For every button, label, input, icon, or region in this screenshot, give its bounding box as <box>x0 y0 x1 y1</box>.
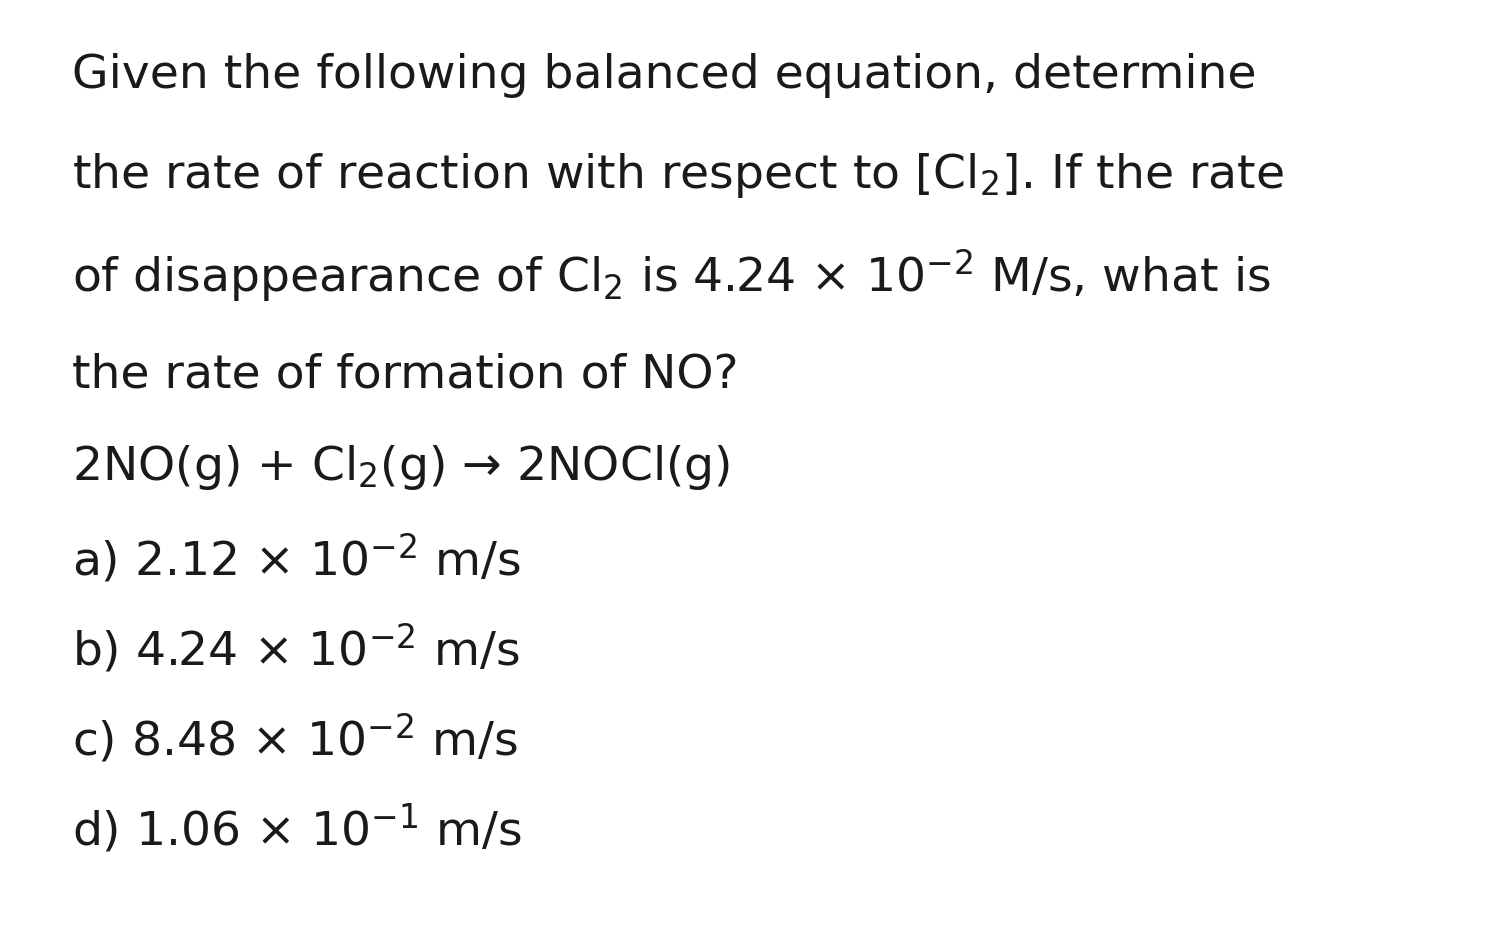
Text: d) 1.06 × 10$^{-1}$ m/s: d) 1.06 × 10$^{-1}$ m/s <box>72 802 522 855</box>
Text: the rate of reaction with respect to [Cl$_2$]. If the rate: the rate of reaction with respect to [Cl… <box>72 150 1284 200</box>
Text: b) 4.24 × 10$^{-2}$ m/s: b) 4.24 × 10$^{-2}$ m/s <box>72 622 519 675</box>
Text: 2NO(g) + Cl$_2$(g) → 2NOCl(g): 2NO(g) + Cl$_2$(g) → 2NOCl(g) <box>72 444 730 492</box>
Text: Given the following balanced equation, determine: Given the following balanced equation, d… <box>72 52 1257 97</box>
Text: the rate of formation of NO?: the rate of formation of NO? <box>72 352 738 398</box>
Text: of disappearance of Cl$_2$ is 4.24 × 10$^{-2}$ M/s, what is: of disappearance of Cl$_2$ is 4.24 × 10$… <box>72 247 1270 304</box>
Text: a) 2.12 × 10$^{-2}$ m/s: a) 2.12 × 10$^{-2}$ m/s <box>72 531 520 585</box>
Text: c) 8.48 × 10$^{-2}$ m/s: c) 8.48 × 10$^{-2}$ m/s <box>72 711 518 764</box>
